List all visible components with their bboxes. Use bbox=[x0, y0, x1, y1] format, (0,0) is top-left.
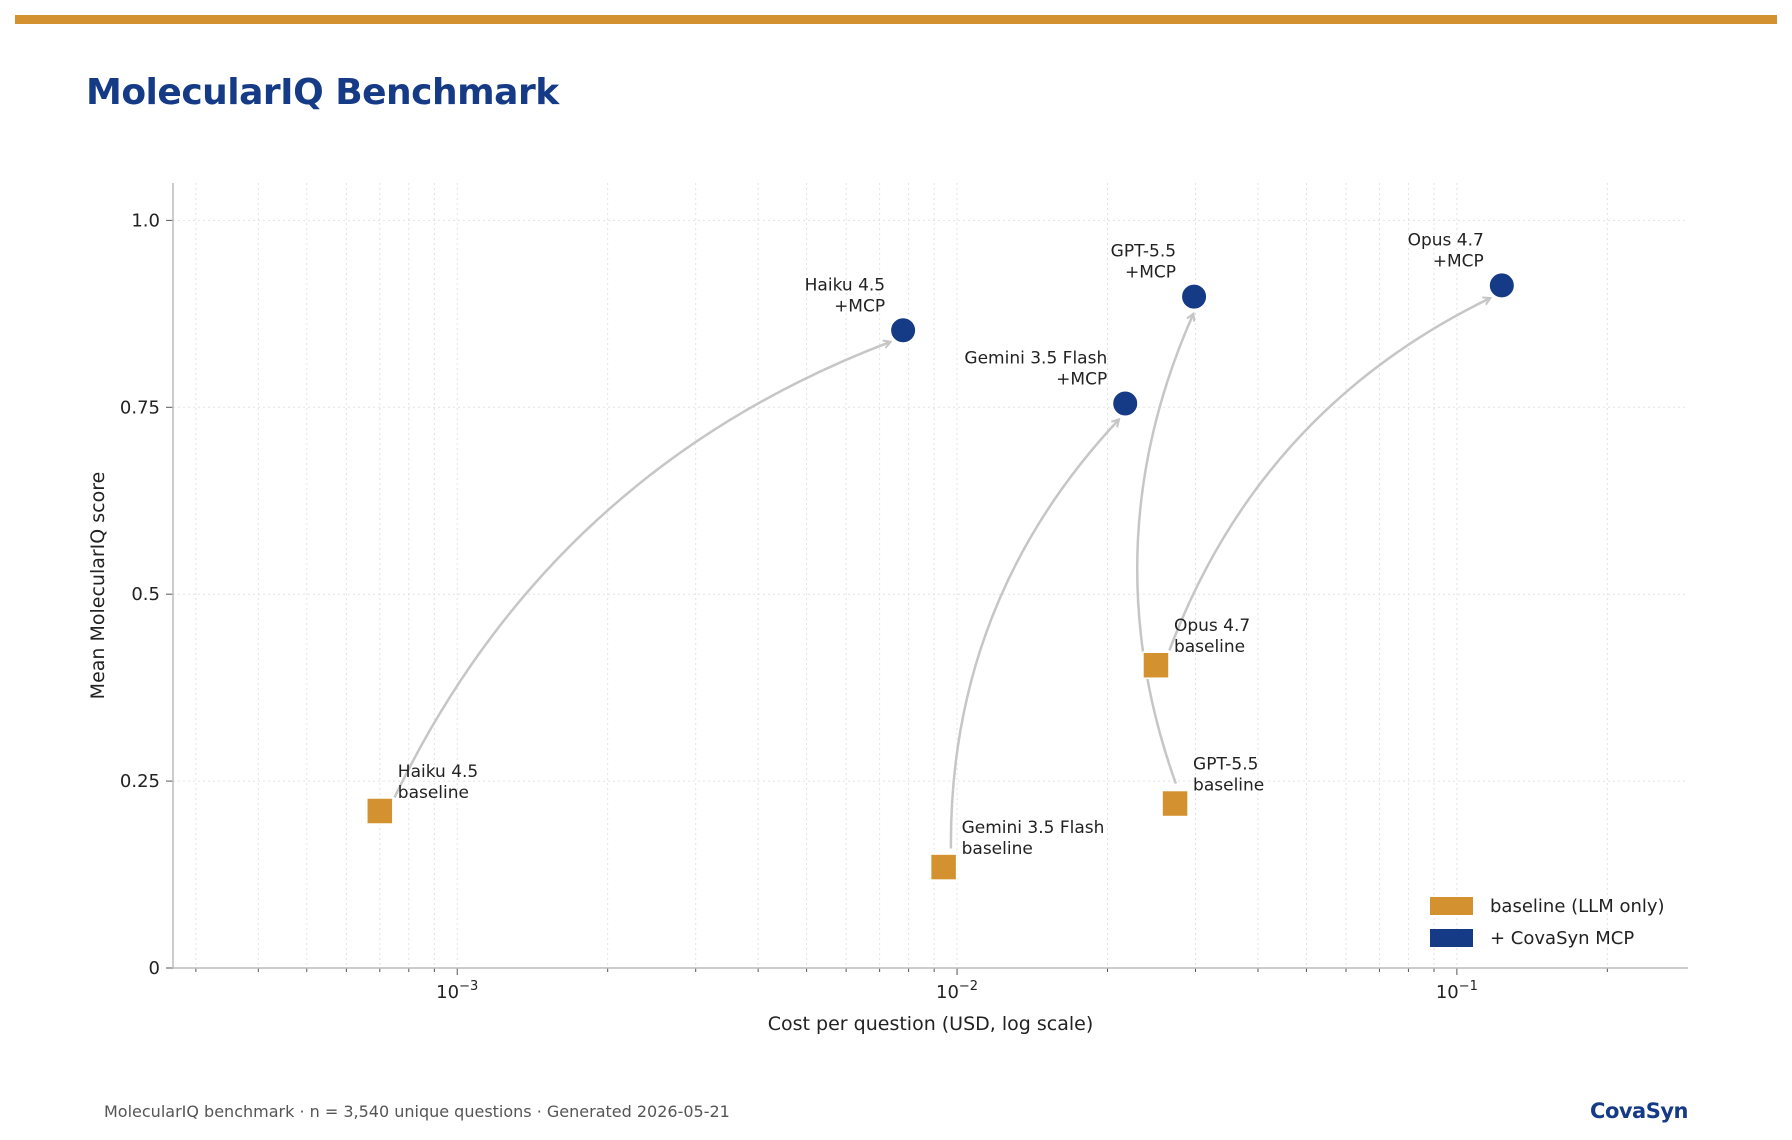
mcp-point-label: Gemini 3.5 Flash +MCP bbox=[964, 349, 1107, 390]
improvement-arrow bbox=[949, 419, 1119, 849]
legend-swatch bbox=[1430, 897, 1473, 915]
y-tick-label: 1.0 bbox=[131, 210, 160, 231]
baseline-point bbox=[929, 853, 958, 881]
baseline-point-label: Opus 4.7 baseline bbox=[1174, 616, 1250, 657]
y-tick-label: 0 bbox=[149, 958, 160, 979]
y-axis-label: Mean MolecularIQ score bbox=[87, 472, 109, 700]
y-tick-label: 0.5 bbox=[131, 584, 160, 605]
x-axis-label: Cost per question (USD, log scale) bbox=[768, 1013, 1093, 1035]
x-tick-label: 10−2 bbox=[936, 979, 978, 1003]
mcp-point bbox=[889, 316, 918, 345]
baseline-point-label: GPT-5.5 baseline bbox=[1193, 755, 1264, 796]
baseline-point bbox=[1142, 651, 1170, 679]
y-tick-label: 0.25 bbox=[120, 771, 160, 792]
mcp-point bbox=[1487, 271, 1516, 300]
x-tick-label: 10−3 bbox=[436, 979, 478, 1003]
brand-logo: CovaSyn bbox=[1590, 1099, 1688, 1123]
legend-label: baseline (LLM only) bbox=[1490, 896, 1665, 917]
baseline-point-label: Gemini 3.5 Flash baseline bbox=[962, 818, 1105, 859]
baseline-point bbox=[1161, 789, 1189, 818]
baseline-point-label: Haiku 4.5 baseline bbox=[398, 762, 478, 803]
improvement-arrow bbox=[1168, 298, 1490, 651]
y-tick-label: 0.75 bbox=[120, 397, 160, 418]
x-tick-label: 10−1 bbox=[1436, 979, 1478, 1003]
improvement-arrow bbox=[393, 342, 891, 799]
legend: baseline (LLM only) + CovaSyn MCP bbox=[1430, 896, 1665, 949]
mcp-point-label: Haiku 4.5 +MCP bbox=[805, 275, 885, 316]
mcp-point bbox=[1180, 282, 1209, 311]
legend-label: + CovaSyn MCP bbox=[1490, 928, 1634, 949]
legend-swatch bbox=[1430, 929, 1473, 947]
top-accent-bar bbox=[15, 15, 1777, 24]
mcp-point-label: GPT-5.5 +MCP bbox=[1111, 242, 1176, 283]
mcp-point bbox=[1111, 389, 1140, 418]
mcp-point-label: Opus 4.7 +MCP bbox=[1408, 230, 1484, 271]
footer-note: MolecularIQ benchmark · n = 3,540 unique… bbox=[104, 1102, 730, 1121]
improvement-arrow bbox=[1136, 314, 1193, 784]
page-title: MolecularIQ Benchmark bbox=[86, 72, 559, 113]
baseline-point bbox=[366, 797, 394, 825]
